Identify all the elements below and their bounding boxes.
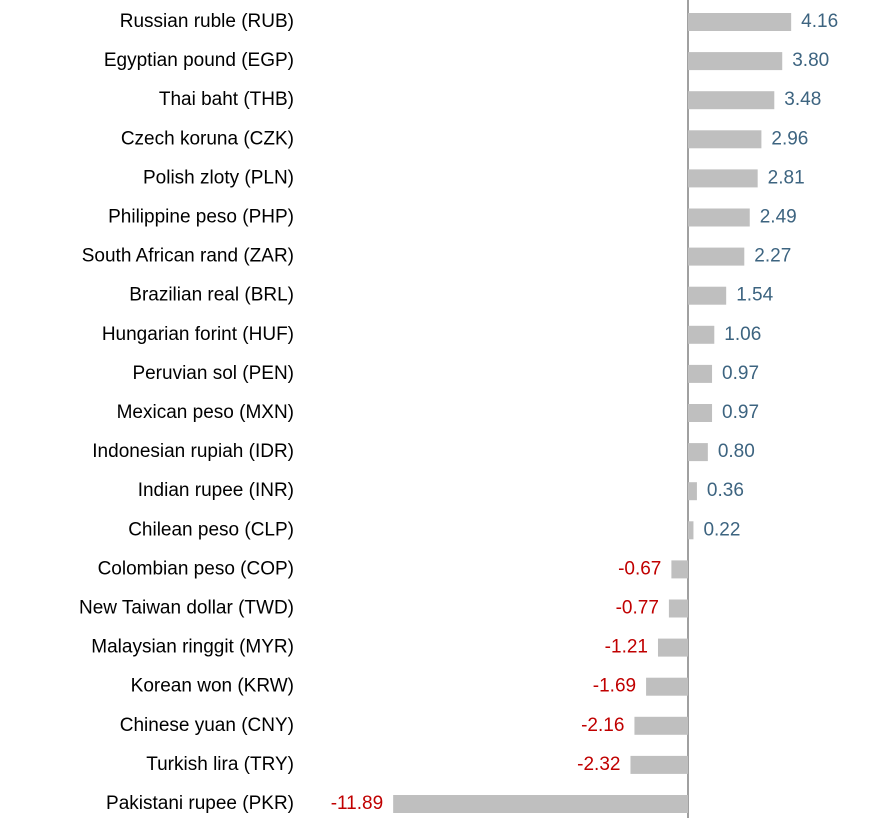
value-label: 3.80 [792, 50, 829, 71]
category-label: Philippine peso (PHP) [108, 207, 294, 228]
bar [688, 208, 750, 227]
category-label: Chilean peso (CLP) [128, 519, 294, 540]
bar [634, 716, 688, 735]
category-label: Korean won (KRW) [131, 676, 294, 697]
category-label: South African rand (ZAR) [82, 246, 294, 267]
bar [688, 364, 713, 383]
value-label: 1.54 [736, 285, 773, 306]
value-label: -1.21 [605, 637, 648, 658]
category-label: Mexican peso (MXN) [117, 402, 294, 423]
category-label: Pakistani rupee (PKR) [106, 793, 294, 814]
value-label: -2.32 [577, 754, 620, 775]
category-label: Chinese yuan (CNY) [120, 715, 294, 736]
bar [668, 599, 688, 618]
bar [688, 404, 713, 422]
category-label: Brazilian real (BRL) [129, 285, 294, 306]
value-label: 2.27 [754, 246, 791, 267]
value-label: 2.96 [771, 128, 808, 149]
bar [646, 677, 688, 696]
value-label: 0.97 [722, 402, 759, 423]
category-label: Malaysian ringgit (MYR) [91, 637, 294, 658]
bar [688, 325, 715, 344]
value-label: -0.67 [618, 558, 661, 579]
bar [688, 521, 694, 540]
category-label: Turkish lira (TRY) [146, 754, 294, 775]
bar [688, 443, 708, 462]
category-label: Indonesian rupiah (IDR) [92, 441, 294, 462]
bar [688, 247, 745, 266]
category-label: Thai baht (THB) [159, 89, 294, 110]
value-label: -2.16 [581, 715, 624, 736]
value-label: -1.69 [593, 676, 636, 697]
bar [688, 169, 758, 188]
value-label: 2.81 [768, 167, 805, 188]
bar [688, 130, 762, 149]
category-label: Indian rupee (INR) [138, 480, 294, 501]
bar [688, 482, 697, 501]
value-label: -11.89 [331, 793, 383, 814]
bar [630, 755, 688, 774]
bar [688, 91, 775, 110]
value-label: -0.77 [616, 598, 659, 619]
value-label: 0.97 [722, 363, 759, 384]
category-label: Hungarian forint (HUF) [102, 324, 294, 345]
bar [688, 13, 792, 31]
category-label: Colombian peso (COP) [98, 558, 294, 579]
value-label: 1.06 [724, 324, 761, 345]
bar [671, 560, 688, 579]
category-label: Polish zloty (PLN) [143, 167, 294, 188]
bar [657, 638, 688, 657]
bar [393, 795, 688, 813]
category-label: Russian ruble (RUB) [120, 11, 294, 32]
category-label: New Taiwan dollar (TWD) [79, 598, 294, 619]
category-label: Czech koruna (CZK) [121, 128, 294, 149]
category-label: Peruvian sol (PEN) [132, 363, 294, 384]
bar [688, 286, 727, 305]
value-label: 2.49 [760, 207, 797, 228]
value-label: 4.16 [801, 11, 838, 32]
bar [688, 52, 783, 71]
value-label: 0.22 [703, 519, 740, 540]
value-label: 0.36 [707, 480, 744, 501]
category-label: Egyptian pound (EGP) [104, 50, 294, 71]
value-label: 0.80 [718, 441, 755, 462]
value-label: 3.48 [784, 89, 821, 110]
